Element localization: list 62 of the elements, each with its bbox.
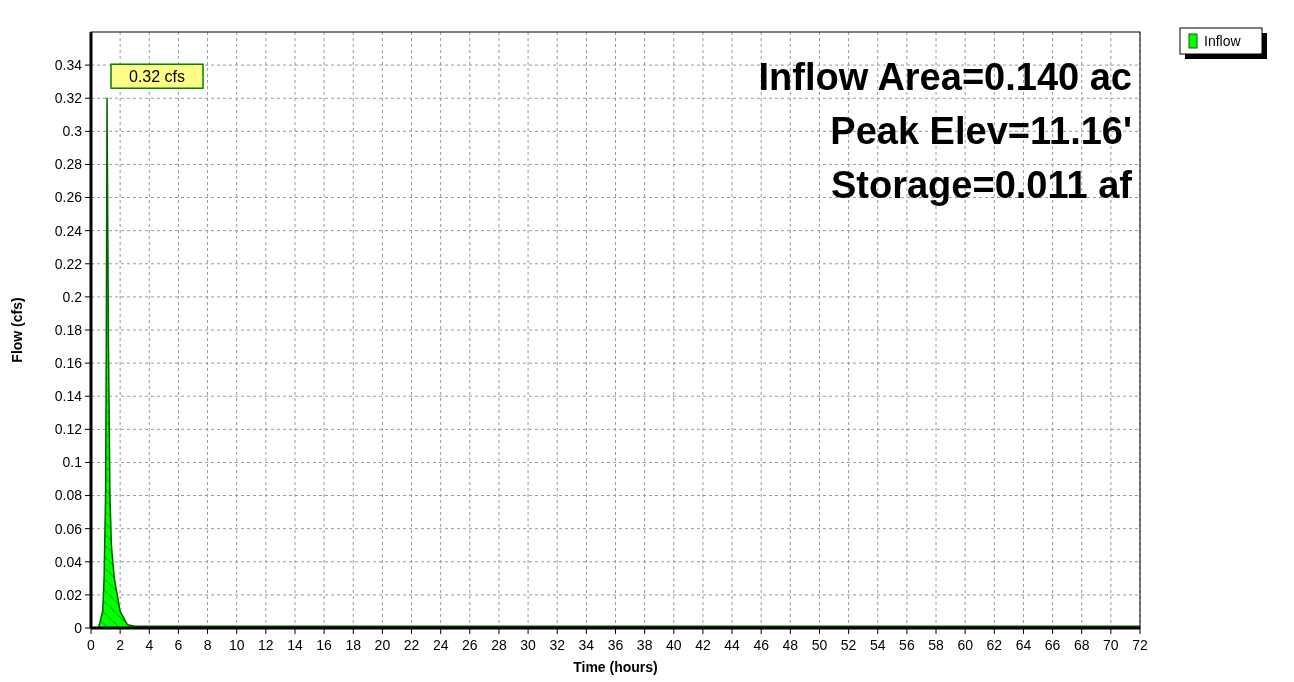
x-tick-label: 24	[432, 637, 449, 653]
y-tick-label: 0.2	[62, 288, 83, 305]
x-tick-label: 20	[374, 637, 391, 653]
x-tick-label: 4	[145, 637, 154, 653]
x-tick-label: 40	[665, 637, 682, 653]
x-tick-label: 68	[1073, 637, 1090, 653]
x-tick-label: 0	[87, 637, 96, 653]
y-tick-label: 0	[74, 619, 83, 636]
annotation: Inflow Area=0.140 ac	[758, 56, 1132, 98]
x-tick-label: 26	[462, 637, 478, 653]
y-axis-title: Flow (cfs)	[9, 297, 25, 363]
x-tick-label: 72	[1132, 637, 1148, 653]
x-tick-label: 66	[1044, 637, 1061, 653]
x-tick-label: 58	[928, 637, 945, 653]
x-tick-label: 32	[549, 637, 566, 653]
y-tick-label: 0.1	[62, 454, 83, 471]
x-tick-label: 54	[869, 637, 886, 653]
y-tick-label: 0.26	[54, 189, 83, 206]
x-tick-label: 34	[578, 637, 595, 653]
y-tick-label: 0.22	[54, 255, 83, 272]
x-tick-label: 12	[258, 637, 274, 653]
x-axis-title: Time (hours)	[573, 659, 658, 675]
y-tick-label: 0.08	[54, 487, 83, 504]
x-tick-label: 62	[986, 637, 1003, 653]
y-tick-label: 0.34	[54, 57, 83, 74]
x-tick-label: 16	[316, 637, 333, 653]
x-tick-label: 46	[753, 637, 770, 653]
y-tick-label: 0.24	[54, 222, 83, 239]
y-tick-label: 0.02	[54, 586, 83, 603]
x-tick-label: 52	[840, 637, 857, 653]
y-tick-label: 0.32	[54, 90, 83, 107]
x-tick-label: 60	[957, 637, 974, 653]
x-tick-label: 56	[899, 637, 915, 653]
annotation: Storage=0.011 af	[830, 164, 1133, 206]
annotation: 0.32 cfs	[129, 68, 186, 86]
x-tick-label: 50	[811, 637, 828, 653]
x-tick-label: 44	[724, 637, 741, 653]
x-tick-label: 18	[345, 637, 362, 653]
y-tick-label: 0.3	[62, 123, 83, 140]
y-tick-label: 0.16	[54, 355, 83, 372]
x-tick-label: 42	[695, 637, 711, 653]
x-tick-label: 38	[636, 637, 653, 653]
y-tick-label: 0.06	[54, 520, 83, 537]
legend-label: Inflow	[1204, 33, 1242, 49]
y-tick-label: 0.18	[54, 321, 83, 338]
x-tick-label: 36	[607, 637, 624, 653]
x-tick-label: 8	[203, 637, 212, 653]
x-tick-label: 14	[287, 637, 303, 653]
y-tick-label: 0.12	[54, 421, 83, 438]
annotation: Peak Elev=11.16'	[830, 110, 1132, 152]
x-tick-label: 30	[520, 637, 537, 653]
x-tick-label: 28	[491, 637, 507, 653]
x-tick-label: 70	[1103, 637, 1119, 653]
y-tick-label: 0.14	[54, 388, 83, 405]
y-tick-label: 0.04	[54, 553, 83, 570]
x-tick-label: 6	[174, 637, 183, 653]
x-tick-label: 48	[782, 637, 799, 653]
y-tick-label: 0.28	[54, 156, 83, 173]
x-tick-label: 2	[116, 637, 125, 653]
x-tick-label: 64	[1015, 637, 1032, 653]
x-tick-label: 10	[228, 637, 245, 653]
x-tick-label: 22	[403, 637, 420, 653]
